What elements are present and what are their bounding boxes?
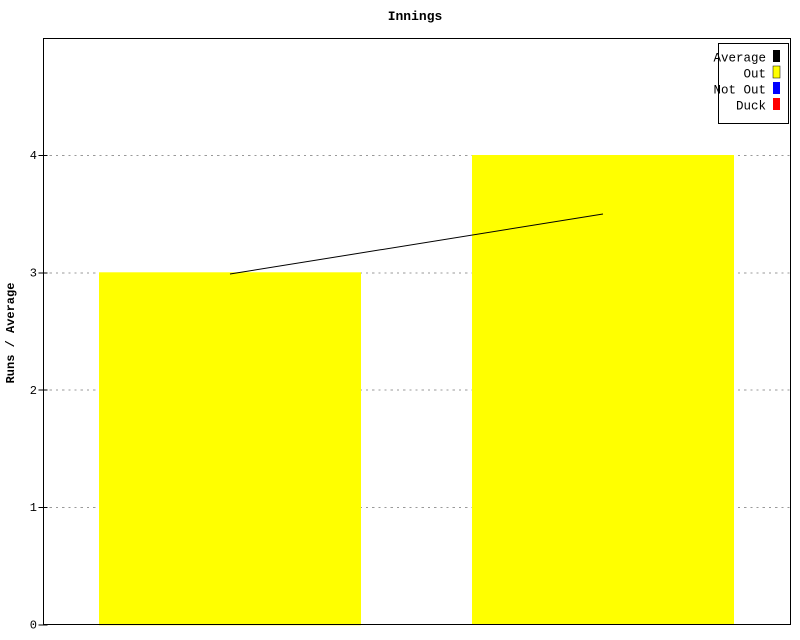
svg-text:Innings: Innings (388, 9, 443, 24)
svg-text:3: 3 (30, 267, 37, 281)
svg-text:Average: Average (713, 52, 766, 66)
svg-text:2: 2 (30, 384, 37, 398)
svg-text:Out: Out (743, 68, 766, 82)
svg-text:0: 0 (30, 619, 37, 633)
svg-text:1: 1 (30, 501, 37, 515)
svg-text:Not Out: Not Out (713, 84, 766, 98)
svg-text:4: 4 (30, 149, 37, 163)
svg-text:Duck: Duck (736, 100, 766, 114)
svg-text:Runs / Average: Runs / Average (4, 283, 18, 384)
